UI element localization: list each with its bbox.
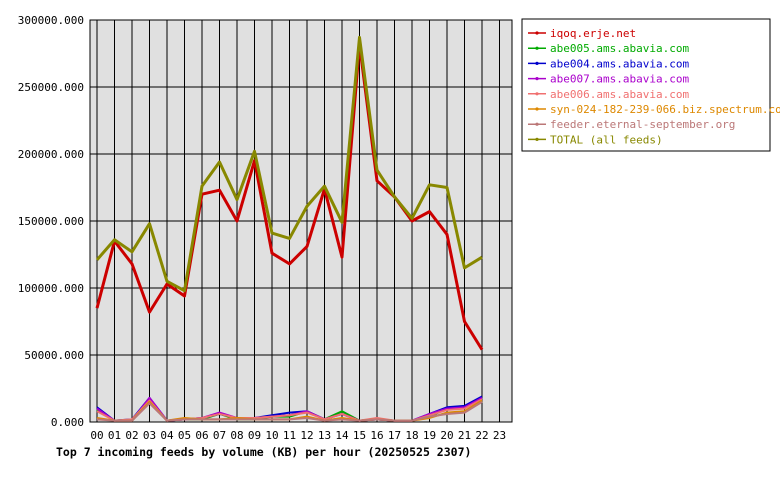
series-layer [95,35,484,422]
legend-label: feeder.eternal-september.org [550,118,735,131]
x-tick-label: 05 [178,429,191,442]
legend-marker [535,61,539,65]
x-tick-label: 20 [440,429,453,442]
y-tick-label: 50000.000 [24,349,84,362]
legend-label: syn-024-182-239-066.biz.spectrum.com [550,103,780,116]
legend-marker [535,122,539,126]
y-tick-label: 300000.000 [18,14,84,27]
y-axis: 0.000 50000.000 100000.000 150000.000 200000… [18,14,84,429]
x-tick-label: 10 [265,429,278,442]
legend-label: iqoq.erje.net [550,27,636,40]
x-tick-label: 04 [160,429,174,442]
y-tick-label: 0.000 [51,416,84,429]
x-tick-label: 21 [458,429,471,442]
legend-marker [535,92,539,96]
x-tick-label: 08 [230,429,243,442]
x-tick-label: 23 [493,429,506,442]
x-tick-label: 06 [195,429,208,442]
x-tick-label: 13 [318,429,331,442]
x-tick-label: 01 [108,429,121,442]
legend-label: abe004.ams.abavia.com [550,57,689,70]
x-tick-label: 14 [335,429,349,442]
x-tick-label: 07 [213,429,226,442]
x-tick-label: 12 [300,429,313,442]
legend-marker [535,31,539,35]
x-tick-label: 02 [125,429,138,442]
x-tick-label: 18 [405,429,418,442]
x-axis: 00 01 02 03 04 05 06 07 08 09 10 11 12 13 14 15 16 17 18 19… [90,429,506,442]
series-line [95,42,484,351]
x-tick-label: 09 [248,429,261,442]
x-tick-label: 22 [475,429,488,442]
series-line [96,401,483,422]
series-line [95,35,483,293]
legend-marker [535,137,539,141]
x-tick-label: 16 [370,429,383,442]
y-tick-label: 250000.000 [18,81,84,94]
legend: iqoq.erje.net abe005.ams.abavia.com abe004… [521,18,780,152]
x-tick-label: 03 [143,429,156,442]
x-tick-label: 17 [388,429,401,442]
y-tick-label: 200000.000 [18,148,84,161]
legend-label: abe007.ams.abavia.com [550,73,689,86]
x-tick-label: 19 [423,429,436,442]
x-tick-label: 00 [90,429,103,442]
legend-marker [535,77,539,81]
legend-marker [535,46,539,50]
legend-marker [535,107,539,111]
legend-label: abe005.ams.abavia.com [550,42,689,55]
legend-label: TOTAL (all feeds) [550,133,663,146]
x-tick-label: 11 [283,429,296,442]
y-tick-label: 100000.000 [18,282,84,295]
legend-label: abe006.ams.abavia.com [550,88,689,101]
x-tick-label: 15 [353,429,366,442]
legend-box [521,18,771,152]
y-tick-label: 150000.000 [18,215,84,228]
chart-title: Top 7 incoming feeds by volume (KB) per … [56,445,471,459]
